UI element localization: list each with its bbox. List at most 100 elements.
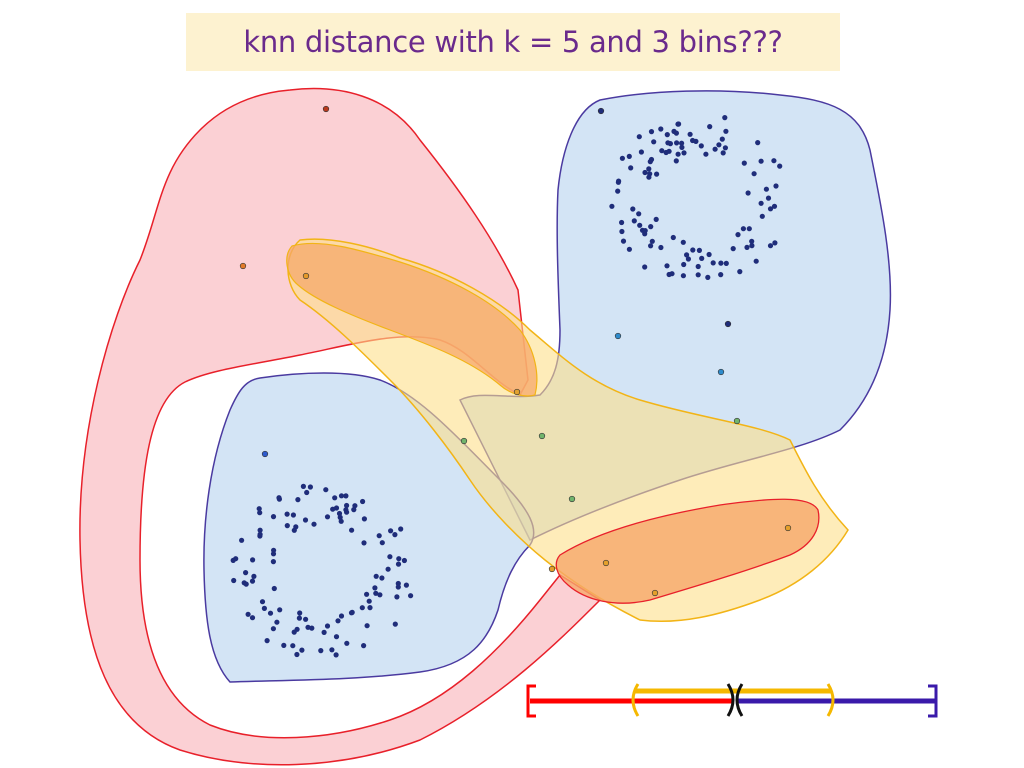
data-point [619, 219, 625, 226]
yellow-open-paren [631, 683, 640, 717]
data-point [685, 256, 692, 262]
data-point [398, 526, 404, 532]
data-point [703, 151, 709, 157]
data-point [684, 252, 690, 258]
data-point [261, 605, 267, 612]
data-point [360, 498, 366, 505]
data-point [396, 556, 402, 562]
data-point [299, 647, 305, 653]
data-point [609, 203, 615, 209]
blue-isolated-3-point [261, 450, 269, 458]
data-point [336, 510, 343, 517]
left-bracket-mark [526, 684, 536, 718]
data-point [646, 174, 652, 180]
data-point [296, 615, 302, 621]
data-point [654, 171, 660, 177]
data-point [243, 570, 249, 576]
data-point [231, 577, 237, 584]
data-point [333, 652, 339, 658]
bins-bar [526, 683, 938, 718]
data-point [648, 224, 654, 230]
data-point [351, 507, 357, 513]
data-point [651, 139, 657, 145]
data-point [648, 156, 655, 163]
data-point [730, 246, 736, 252]
data-point [349, 527, 355, 533]
green-3-point [733, 417, 741, 425]
data-point [388, 528, 394, 534]
data-point [653, 216, 659, 222]
data-point [230, 557, 236, 564]
data-point [690, 137, 696, 144]
title-box: knn distance with k = 5 and 3 bins??? [186, 13, 840, 71]
data-point [311, 521, 317, 527]
data-point [372, 585, 378, 591]
data-point [680, 239, 686, 245]
data-point [737, 269, 743, 275]
data-point [710, 260, 716, 266]
data-point [330, 506, 336, 512]
data-point [679, 144, 685, 150]
data-point [735, 232, 741, 238]
data-point [626, 153, 632, 159]
junction-point [548, 565, 556, 573]
data-point [723, 260, 729, 266]
data-point [294, 651, 300, 658]
data-point [264, 638, 270, 644]
data-point [777, 163, 783, 169]
data-point [626, 246, 633, 252]
data-point [257, 510, 263, 516]
data-point [324, 623, 331, 629]
data-point [338, 613, 345, 619]
data-point [719, 136, 725, 142]
data-point [274, 619, 280, 625]
data-point [628, 165, 634, 171]
data-point [387, 554, 393, 560]
data-point [673, 130, 680, 136]
data-point [648, 243, 654, 249]
data-point [291, 629, 297, 635]
data-point [284, 511, 290, 517]
point-cluster-bottom-left [230, 483, 414, 658]
data-point [669, 271, 675, 277]
data-point [755, 140, 761, 146]
data-point [723, 128, 729, 134]
data-point [270, 559, 276, 565]
data-point [249, 578, 256, 584]
data-point [257, 531, 263, 538]
data-point [722, 145, 729, 151]
data-point [376, 533, 382, 539]
data-point [767, 206, 774, 212]
data-point [636, 211, 642, 217]
data-point [297, 610, 303, 616]
data-point [300, 483, 306, 489]
data-point [277, 607, 283, 613]
data-point [630, 206, 636, 212]
data-point [648, 129, 655, 135]
yellow-orange-left-point [302, 272, 310, 280]
data-point [361, 516, 367, 522]
data-point [249, 615, 256, 621]
data-point [659, 148, 665, 154]
data-point [616, 178, 622, 184]
data-point [270, 514, 277, 520]
data-point [744, 244, 750, 250]
blue-isolated-5-point [597, 107, 605, 115]
data-point [680, 273, 687, 279]
data-point [364, 591, 370, 597]
data-point [361, 643, 367, 649]
data-point [666, 148, 672, 154]
right-bracket-mark [928, 684, 938, 718]
data-point [332, 495, 338, 501]
data-point [373, 590, 379, 596]
data-point [239, 537, 245, 543]
blue-isolated-1-point [614, 332, 622, 340]
data-point [337, 514, 343, 521]
slide-title: knn distance with k = 5 and 3 bins??? [243, 25, 783, 59]
data-point [307, 484, 313, 490]
data-point [675, 151, 681, 157]
data-point [758, 158, 764, 164]
data-point [619, 228, 625, 235]
data-point [367, 605, 373, 611]
center-close-paren [726, 683, 735, 717]
